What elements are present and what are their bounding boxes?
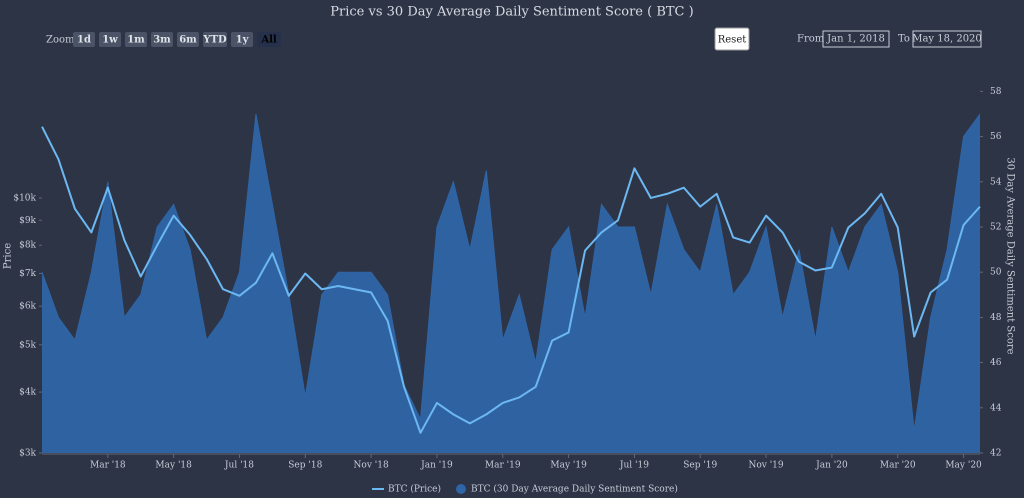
zoom-button-box[interactable] (231, 32, 253, 47)
zoom-button[interactable]: 1y (231, 32, 253, 47)
x-tick-label: Jul '18 (224, 461, 254, 471)
zoom-button-label[interactable]: 3m (153, 35, 171, 46)
zoom-button-label[interactable]: 1y (236, 35, 250, 46)
zoom-button-box[interactable] (177, 32, 199, 47)
from-input[interactable] (822, 30, 890, 48)
y2-tick-label: 58 (990, 87, 1002, 97)
zoom-button[interactable]: 1d (73, 32, 95, 47)
zoom-button-box[interactable] (73, 32, 95, 47)
legend-swatch[interactable] (456, 484, 466, 494)
y2-tick-label: 56 (990, 132, 1002, 142)
reset-button[interactable]: Reset (714, 27, 750, 51)
y2-tick-label: 44 (990, 403, 1002, 413)
zoom-button-box[interactable] (99, 32, 121, 47)
y-tick-label: $10k (13, 193, 36, 203)
zoom-button[interactable]: 6m (177, 32, 199, 47)
x-tick-label: Sep '19 (683, 461, 717, 471)
x-tick-label: Jul '19 (619, 461, 649, 471)
y2-tick-label: 50 (990, 268, 1002, 278)
y2-tick-label: 52 (990, 222, 1001, 232)
y2-tick-label: 48 (990, 313, 1002, 323)
price-line (41, 126, 981, 434)
x-tick-label: Nov '18 (354, 461, 389, 471)
y-tick-label: $4k (19, 388, 36, 398)
legend: BTC (Price) BTC (30 Day Average Daily Sen… (372, 484, 678, 495)
y2-tick-label: 42 (990, 449, 1001, 459)
y-tick-label: $8k (19, 241, 36, 251)
y-tick-label: $9k (19, 216, 36, 226)
y-axis-label: Price (3, 243, 14, 269)
zoom-button[interactable]: All (257, 32, 281, 47)
zoom-button-label[interactable]: All (260, 35, 277, 46)
reset-box[interactable] (714, 27, 750, 51)
y-tick-label: $5k (19, 340, 36, 350)
x-tick-label: May '18 (155, 461, 192, 471)
x-tick-label: Nov '19 (748, 461, 783, 471)
zoom-button-box[interactable] (203, 32, 227, 47)
zoom-button-box[interactable] (151, 32, 173, 47)
from-label: From (797, 34, 825, 45)
zoom-button[interactable]: 1m (125, 32, 147, 47)
y-tick-label: $6k (19, 302, 36, 312)
to-label: To (898, 34, 910, 45)
to-value[interactable]: May 18, 2020 (912, 34, 982, 45)
zoom-label: Zoom (46, 35, 75, 46)
zoom-button-label[interactable]: 1w (102, 35, 118, 46)
zoom-button-box[interactable] (257, 32, 281, 47)
legend-label[interactable]: BTC (Price) (388, 484, 441, 495)
to-input[interactable] (912, 30, 982, 48)
x-tick-label: Sep '18 (288, 461, 322, 471)
zoom-button[interactable]: 1w (99, 32, 121, 47)
reset-label[interactable]: Reset (718, 35, 747, 46)
y2-tick-label: 54 (990, 177, 1002, 187)
legend-label[interactable]: BTC (30 Day Average Daily Sentiment Scor… (471, 484, 678, 495)
x-tick-label: Mar '19 (485, 461, 521, 471)
plot (39, 90, 983, 458)
x-tick-label: May '19 (550, 461, 587, 471)
y-tick-label: $7k (19, 269, 36, 279)
area-fill (42, 113, 980, 453)
y2-tick-label: 46 (990, 358, 1002, 368)
zoom-button-label[interactable]: YTD (202, 35, 227, 46)
x-tick-label: Mar '20 (880, 461, 916, 471)
zoom-buttons: 1d 1w 1m 3m 6m YTD 1y All (73, 32, 281, 47)
zoom-button-label[interactable]: 1m (127, 35, 145, 46)
zoom-button-label[interactable]: 1d (77, 35, 91, 46)
area-edge (41, 113, 981, 431)
zoom-button-label[interactable]: 6m (179, 35, 197, 46)
y2-axis-label: 30 Day Average Daily Sentiment Score (1005, 157, 1016, 354)
chart-title: Price vs 30 Day Average Daily Sentiment … (330, 5, 693, 20)
zoom-button[interactable]: 3m (151, 32, 173, 47)
x-tick-label: Jan '19 (420, 461, 453, 471)
x-tick-label: Jan '20 (815, 461, 848, 471)
x-tick-label: Mar '18 (90, 461, 126, 471)
from-value[interactable]: Jan 1, 2018 (826, 34, 885, 45)
zoom-button-box[interactable] (125, 32, 147, 47)
y-tick-label: $3k (19, 449, 36, 459)
x-tick-label: May '20 (945, 461, 982, 471)
zoom-button[interactable]: YTD (202, 32, 227, 47)
